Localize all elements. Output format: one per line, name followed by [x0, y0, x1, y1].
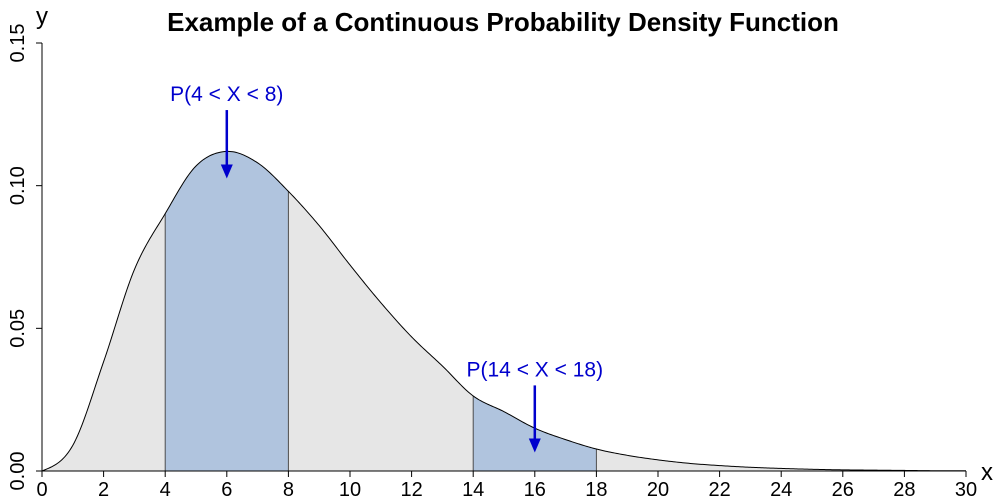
annotation-label-1: P(4 < X < 8) [170, 83, 283, 106]
annotation-label-2: P(14 < X < 18) [467, 358, 604, 381]
x-tick-label: 0 [36, 479, 47, 500]
y-tick-label: 0.10 [7, 166, 29, 205]
chart-title: Example of a Continuous Probability Dens… [167, 7, 839, 37]
x-tick-label: 2 [98, 479, 109, 500]
x-axis-label: x [981, 459, 993, 486]
shaded-interval-1 [165, 151, 289, 471]
annotation-arrow-head [528, 438, 541, 453]
y-axis-label: y [36, 3, 48, 30]
x-tick-label: 14 [462, 479, 484, 500]
y-tick-label: 0.00 [7, 452, 29, 491]
axes: 0 2 4 6 8 10 12 14 16 18 20 22 24 26 28 300.000.050.100… [7, 24, 977, 500]
x-tick-label: 18 [585, 479, 607, 500]
x-tick-label: 16 [524, 479, 546, 500]
x-tick-label: 30 [955, 479, 977, 500]
annotation-arrow-head [220, 164, 233, 179]
x-tick-label: 20 [647, 479, 669, 500]
plot-area [41, 150, 967, 472]
y-tick-label: 0.15 [7, 24, 29, 63]
x-tick-label: 8 [283, 479, 294, 500]
x-tick-label: 4 [160, 479, 171, 500]
x-tick-label: 28 [893, 479, 915, 500]
x-tick-label: 12 [400, 479, 422, 500]
x-tick-label: 26 [832, 479, 854, 500]
x-tick-label: 22 [708, 479, 730, 500]
density-curve [41, 150, 967, 472]
annotations: P(4 < X < 8) P(14 < X < 18) [170, 83, 604, 453]
x-tick-label: 10 [339, 479, 361, 500]
y-tick-label: 0.05 [7, 309, 29, 348]
x-tick-label: 24 [770, 479, 792, 500]
x-tick-label: 6 [221, 479, 232, 500]
